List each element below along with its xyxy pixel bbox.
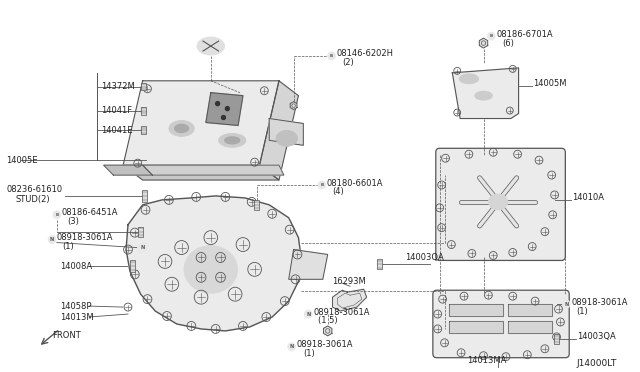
Ellipse shape xyxy=(475,91,492,100)
Text: 14058P: 14058P xyxy=(60,302,92,311)
Bar xyxy=(138,227,143,237)
Text: 14005E: 14005E xyxy=(6,156,38,165)
Circle shape xyxy=(221,116,225,119)
Polygon shape xyxy=(452,68,518,119)
Polygon shape xyxy=(508,321,552,333)
Text: (1): (1) xyxy=(62,242,74,251)
Bar xyxy=(254,200,259,210)
Text: B: B xyxy=(490,34,493,38)
Text: B: B xyxy=(330,54,333,58)
Polygon shape xyxy=(123,81,279,165)
Text: STUD(2): STUD(2) xyxy=(16,195,51,204)
Text: N: N xyxy=(141,245,145,250)
Circle shape xyxy=(138,243,147,253)
Polygon shape xyxy=(508,304,552,316)
Text: 16293M: 16293M xyxy=(333,277,366,286)
Polygon shape xyxy=(104,165,152,175)
Polygon shape xyxy=(269,119,303,145)
Polygon shape xyxy=(333,289,367,311)
Text: N: N xyxy=(306,311,310,317)
Text: N: N xyxy=(289,344,294,349)
Circle shape xyxy=(318,181,326,189)
Text: 08146-6202H: 08146-6202H xyxy=(337,49,394,58)
Circle shape xyxy=(288,343,296,351)
Ellipse shape xyxy=(169,121,194,137)
Polygon shape xyxy=(290,102,297,110)
Text: N: N xyxy=(50,237,54,242)
Text: 14041E: 14041E xyxy=(100,126,132,135)
Bar xyxy=(141,83,146,90)
Text: 08186-6701A: 08186-6701A xyxy=(496,30,553,39)
Text: (3): (3) xyxy=(68,217,79,226)
Circle shape xyxy=(488,32,495,40)
Text: (1): (1) xyxy=(303,349,315,358)
Polygon shape xyxy=(259,81,298,180)
Text: FRONT: FRONT xyxy=(52,331,81,340)
Text: 08180-6601A: 08180-6601A xyxy=(326,179,383,187)
Polygon shape xyxy=(123,165,279,180)
Ellipse shape xyxy=(276,131,298,146)
FancyBboxPatch shape xyxy=(436,148,565,260)
Bar xyxy=(377,259,381,269)
Ellipse shape xyxy=(219,134,246,147)
Ellipse shape xyxy=(174,124,189,133)
Bar xyxy=(554,334,559,344)
Text: 08186-6451A: 08186-6451A xyxy=(62,208,118,217)
Text: 08918-3061A: 08918-3061A xyxy=(296,340,353,349)
Text: 08236-61610: 08236-61610 xyxy=(6,186,62,195)
Ellipse shape xyxy=(184,246,237,293)
Circle shape xyxy=(304,310,312,318)
Bar xyxy=(141,107,146,115)
Circle shape xyxy=(563,300,570,308)
Polygon shape xyxy=(143,165,284,175)
Polygon shape xyxy=(449,321,503,333)
Text: (6): (6) xyxy=(502,39,514,48)
Ellipse shape xyxy=(459,74,479,84)
Bar xyxy=(142,190,147,202)
Ellipse shape xyxy=(197,37,225,55)
Polygon shape xyxy=(289,250,328,279)
Polygon shape xyxy=(323,326,332,336)
Circle shape xyxy=(328,52,335,60)
Text: 14013MA: 14013MA xyxy=(467,356,506,365)
Text: 14003QA: 14003QA xyxy=(406,253,444,262)
Circle shape xyxy=(48,235,56,244)
Circle shape xyxy=(216,102,220,106)
Text: 14041F: 14041F xyxy=(100,106,132,115)
Text: 08918-3061A: 08918-3061A xyxy=(313,308,369,317)
Text: 14008A: 14008A xyxy=(60,262,92,271)
Text: J14000LT: J14000LT xyxy=(576,359,616,368)
Ellipse shape xyxy=(488,194,508,210)
Text: 14372M: 14372M xyxy=(100,82,134,91)
Text: B: B xyxy=(55,213,58,217)
Text: N: N xyxy=(564,302,568,307)
Text: 14003QA: 14003QA xyxy=(577,332,616,341)
FancyBboxPatch shape xyxy=(433,290,569,358)
Text: (1 5): (1 5) xyxy=(318,317,337,326)
Ellipse shape xyxy=(224,136,241,144)
Text: 14010A: 14010A xyxy=(572,193,604,202)
Polygon shape xyxy=(126,196,301,331)
Polygon shape xyxy=(479,38,488,48)
Text: 08918-3061A: 08918-3061A xyxy=(571,298,628,307)
Text: 08918-3061A: 08918-3061A xyxy=(57,233,113,242)
Text: B: B xyxy=(320,183,323,187)
Text: (4): (4) xyxy=(333,187,344,196)
Text: (1): (1) xyxy=(576,307,588,315)
Text: 14013M: 14013M xyxy=(60,312,93,321)
Polygon shape xyxy=(449,304,503,316)
Polygon shape xyxy=(206,93,243,125)
Bar xyxy=(131,260,135,272)
Text: 14005M: 14005M xyxy=(533,79,566,88)
Bar xyxy=(141,126,146,134)
Circle shape xyxy=(225,107,229,110)
Circle shape xyxy=(53,211,61,219)
Text: (2): (2) xyxy=(342,58,354,67)
